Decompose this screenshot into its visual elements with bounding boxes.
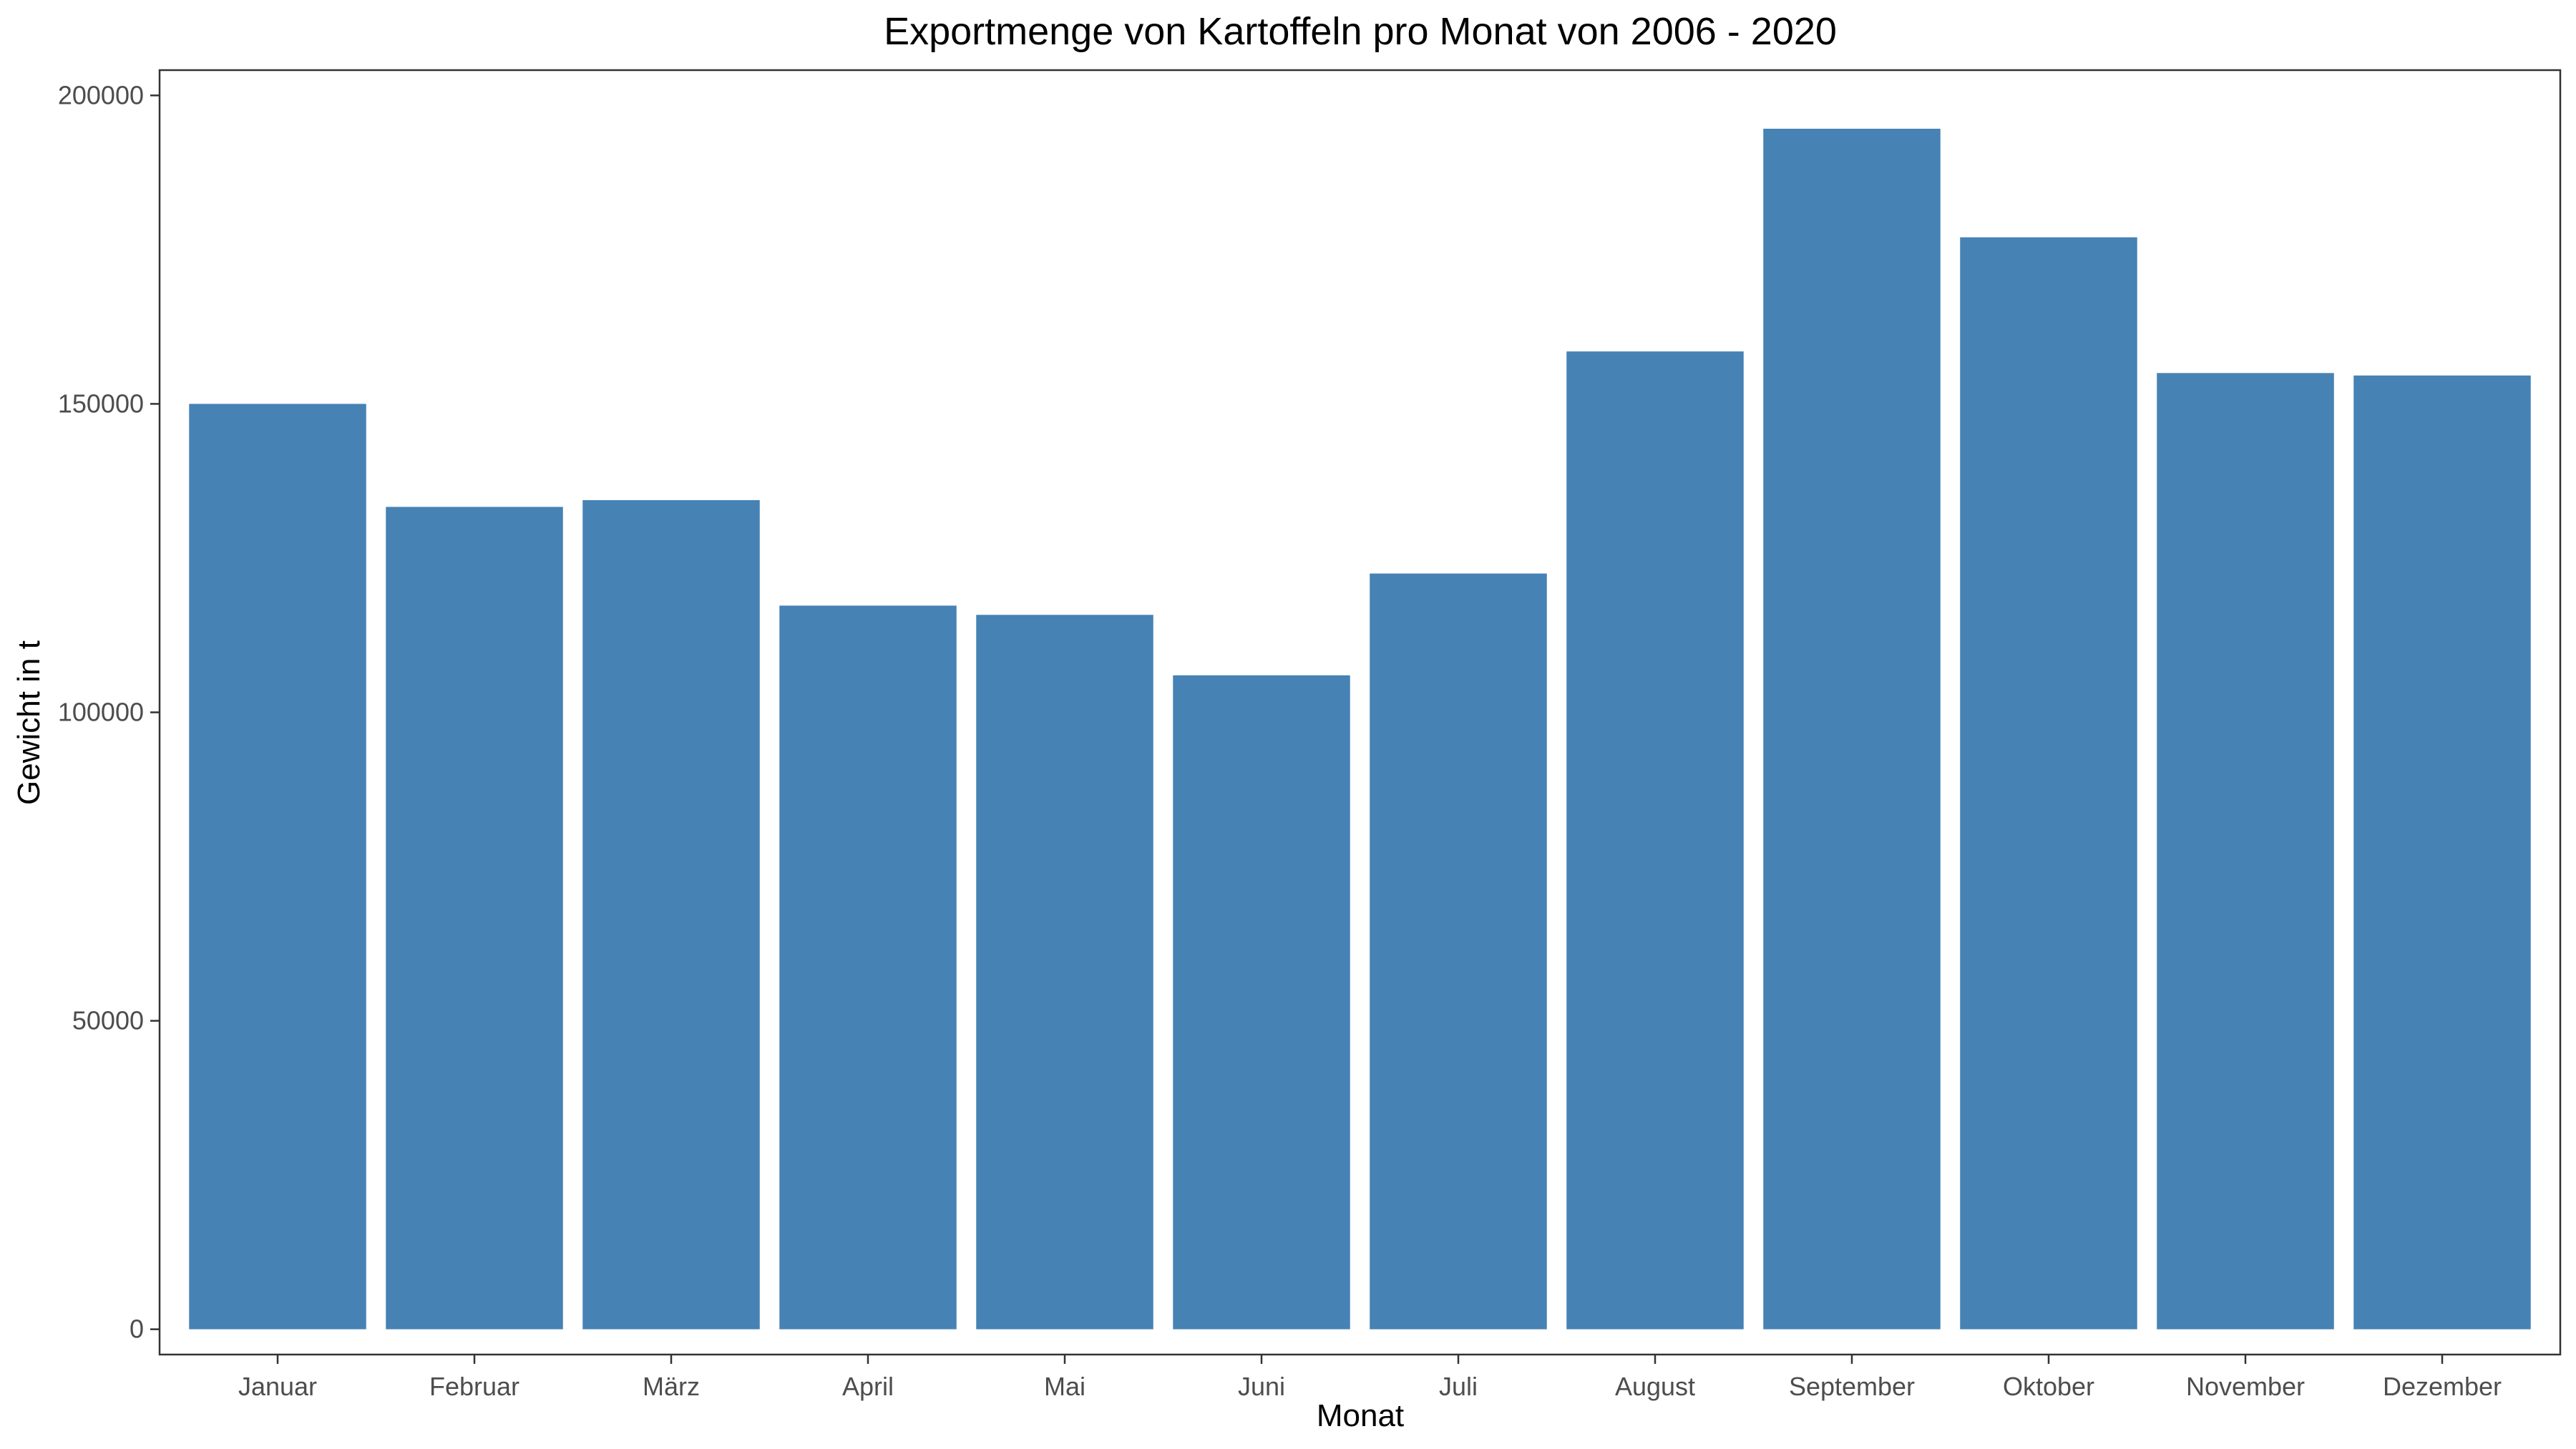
bar-april	[779, 605, 957, 1330]
y-tick-label: 150000	[58, 389, 144, 418]
plot-border	[158, 69, 2562, 1356]
bar-dezember	[2353, 375, 2531, 1330]
bar-juni	[1173, 675, 1350, 1330]
x-tick-label-april: April	[842, 1372, 894, 1401]
y-tick-label: 50000	[72, 1006, 144, 1035]
bar-august	[1566, 351, 1744, 1330]
y-tick-label: 0	[130, 1314, 144, 1344]
bar-november	[2157, 373, 2334, 1330]
bar-juli	[1370, 573, 1547, 1330]
x-tick-label-juni: Juni	[1238, 1372, 1285, 1401]
bar-september	[1763, 128, 1941, 1330]
x-tick-label-september: September	[1789, 1372, 1915, 1401]
x-tick-label-februar: Februar	[429, 1372, 519, 1401]
x-tick-label-märz: März	[643, 1372, 700, 1401]
bar-märz	[582, 499, 760, 1330]
y-tick-label: 100000	[58, 698, 144, 727]
x-tick-label-januar: Januar	[238, 1372, 317, 1401]
bar-mai	[976, 615, 1153, 1330]
y-axis-title: Gewicht in t	[11, 640, 47, 805]
x-axis-title: Monat	[1317, 1398, 1404, 1433]
bars-group	[189, 128, 2531, 1330]
y-axis: 0 50000 100000 150000 200000	[58, 80, 160, 1344]
bar-januar	[189, 404, 366, 1330]
x-tick-label-juli: Juli	[1439, 1372, 1478, 1401]
x-tick-label-november: November	[2186, 1372, 2305, 1401]
x-tick-label-oktober: Oktober	[2003, 1372, 2094, 1401]
x-tick-label-dezember: Dezember	[2383, 1372, 2502, 1401]
chart-title: Exportmenge von Kartoffeln pro Monat von…	[884, 10, 1837, 53]
y-tick-label: 200000	[58, 80, 144, 109]
bar-oktober	[1960, 237, 2137, 1330]
x-axis: Januar Februar März April Mai Juni Juli August S…	[238, 1355, 2502, 1401]
bar-februar	[386, 507, 563, 1330]
x-tick-label-august: August	[1615, 1372, 1695, 1401]
x-tick-label-mai: Mai	[1044, 1372, 1085, 1401]
